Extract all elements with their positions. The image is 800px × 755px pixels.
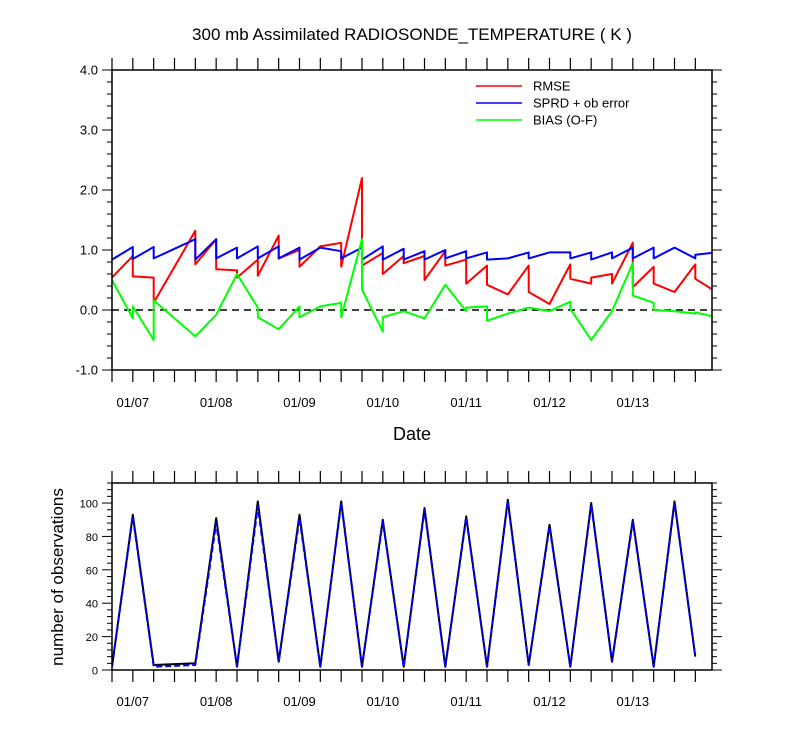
x-tick-label: 01/12	[533, 694, 566, 709]
y-tick-label: 1.0	[80, 243, 98, 258]
x-tick-label: 01/07	[117, 395, 150, 410]
chart-title: 300 mb Assimilated RADIOSONDE_TEMPERATUR…	[192, 25, 632, 44]
x-tick-label: 01/10	[367, 395, 400, 410]
y-tick-label: 2.0	[80, 183, 98, 198]
y-tick-label: 4.0	[80, 63, 98, 78]
plot-frame-0	[111, 69, 713, 371]
y-tick-label: 0	[92, 666, 98, 678]
x-tick-label: 01/13	[617, 395, 650, 410]
y-tick-label: 20	[86, 632, 98, 644]
y-tick-label: 60	[86, 565, 98, 577]
legend-label: SPRD + ob error	[533, 96, 630, 111]
series-line-sprd-ob-error	[112, 238, 712, 261]
plot-frame-1	[111, 482, 713, 671]
x-tick-label: 01/11	[450, 694, 482, 709]
x-tick-label: 01/07	[117, 694, 150, 709]
x-axis-label: Date	[393, 424, 431, 444]
y-tick-label: 100	[80, 499, 98, 511]
y-tick-label: 40	[86, 599, 98, 611]
x-tick-label: 01/10	[367, 694, 400, 709]
x-tick-label: 01/09	[283, 395, 316, 410]
series-line-bias-o-f	[112, 238, 712, 341]
x-tick-label: 01/13	[617, 694, 650, 709]
legend-label: BIAS (O-F)	[533, 113, 597, 128]
series-line-obs-1	[112, 500, 697, 668]
y-tick-label: 80	[86, 532, 98, 544]
y-tick-label: 0.0	[80, 303, 98, 318]
legend-label: RMSE	[533, 79, 571, 94]
x-tick-label: 01/11	[450, 395, 482, 410]
x-tick-label: 01/08	[200, 395, 233, 410]
x-tick-label: 01/09	[283, 694, 316, 709]
y-axis-label-observations: number of observations	[48, 488, 67, 666]
x-tick-label: 01/12	[533, 395, 566, 410]
y-tick-label: -1.0	[76, 363, 98, 378]
y-tick-label: 3.0	[80, 123, 98, 138]
x-tick-label: 01/08	[200, 694, 233, 709]
series-line-obs-0	[112, 498, 697, 668]
